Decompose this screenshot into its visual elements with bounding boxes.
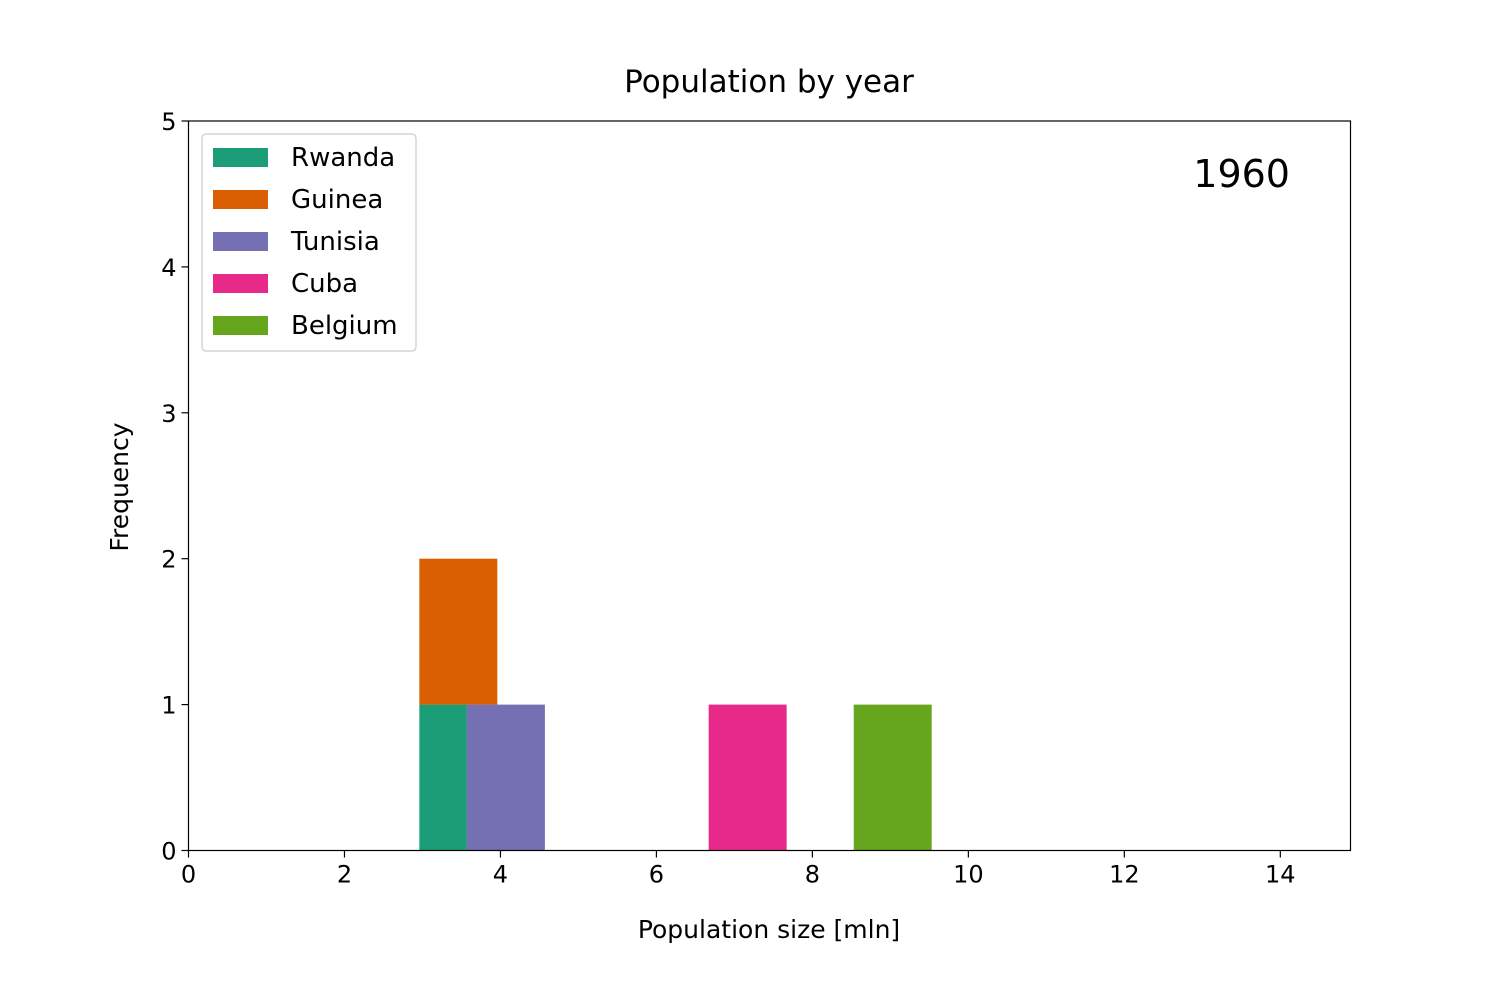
y-axis-ticks: 0 1 2 3 4 5 — [161, 108, 189, 866]
x-tick-label: 2 — [337, 861, 352, 889]
chart-title: Population by year — [624, 64, 914, 100]
y-tick-label: 3 — [161, 400, 176, 428]
legend-swatch-belgium — [213, 316, 268, 335]
x-tick-label: 6 — [649, 861, 664, 889]
x-axis-ticks: 0 2 4 6 8 10 12 14 — [181, 850, 1296, 889]
legend: Rwanda Guinea Tunisia Cuba Belgium — [201, 133, 417, 352]
bar-belgium-0 — [853, 704, 932, 851]
y-tick-label: 5 — [161, 108, 176, 136]
bar-guinea-0 — [419, 558, 498, 705]
legend-label-rwanda: Rwanda — [291, 143, 395, 173]
legend-label-cuba: Cuba — [291, 269, 358, 299]
year-annotation: 1960 — [1193, 152, 1290, 196]
x-tick-label: 4 — [493, 861, 508, 889]
x-axis-title: Population size [mln] — [638, 915, 900, 944]
bars-layer — [419, 558, 932, 851]
y-axis-title: Frequency — [105, 422, 134, 551]
y-tick-label: 1 — [161, 692, 176, 720]
x-tick-label: 12 — [1109, 861, 1140, 889]
plot-frame — [187, 120, 1352, 852]
bar-tunisia-0 — [466, 704, 545, 851]
legend-label-belgium: Belgium — [291, 311, 398, 341]
y-tick-label: 2 — [161, 546, 176, 574]
x-tick-label: 14 — [1265, 861, 1296, 889]
legend-swatch-guinea — [213, 190, 268, 209]
y-tick-label: 4 — [161, 254, 176, 282]
legend-swatch-cuba — [213, 274, 268, 293]
bar-cuba-0 — [708, 704, 787, 851]
legend-label-guinea: Guinea — [291, 185, 383, 215]
x-tick-label: 8 — [805, 861, 820, 889]
legend-swatch-tunisia — [213, 232, 268, 251]
y-tick-label: 0 — [161, 838, 176, 866]
x-tick-label: 0 — [181, 861, 196, 889]
x-tick-label: 10 — [953, 861, 984, 889]
legend-frame — [201, 133, 417, 352]
legend-label-tunisia: Tunisia — [290, 227, 380, 257]
bar-rwanda-0 — [419, 704, 467, 851]
legend-swatch-rwanda — [213, 148, 268, 167]
